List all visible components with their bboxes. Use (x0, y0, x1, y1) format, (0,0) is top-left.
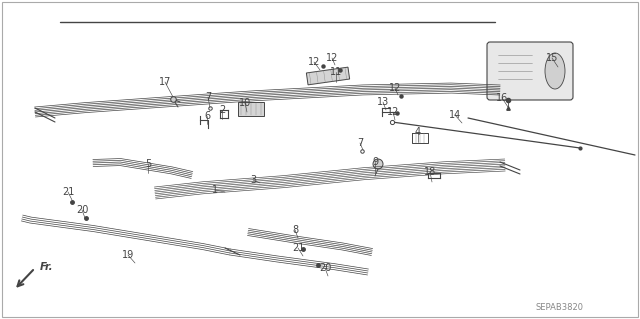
Text: 12: 12 (389, 83, 401, 93)
Text: 21: 21 (292, 243, 304, 253)
Text: 2: 2 (219, 105, 225, 115)
Text: 16: 16 (496, 93, 508, 103)
Text: SEPAB3820: SEPAB3820 (536, 303, 584, 313)
Text: 20: 20 (319, 263, 331, 273)
Text: 5: 5 (145, 159, 151, 169)
Text: 9: 9 (372, 157, 378, 167)
Text: 8: 8 (292, 225, 298, 235)
Text: 12: 12 (326, 53, 338, 63)
Text: Fr.: Fr. (40, 262, 54, 272)
Text: 4: 4 (415, 127, 421, 137)
Text: 15: 15 (546, 53, 558, 63)
Text: 6: 6 (204, 111, 210, 121)
Text: 19: 19 (122, 250, 134, 260)
Text: 1: 1 (212, 185, 218, 195)
Text: 18: 18 (424, 167, 436, 177)
Circle shape (373, 159, 383, 169)
Text: 7: 7 (205, 92, 211, 102)
Text: 11: 11 (330, 67, 342, 77)
Text: 20: 20 (76, 205, 88, 215)
FancyBboxPatch shape (487, 42, 573, 100)
Bar (238, 102, 264, 116)
Text: 17: 17 (159, 77, 171, 87)
Text: 12: 12 (308, 57, 320, 67)
Text: 10: 10 (239, 98, 251, 108)
Text: 21: 21 (62, 187, 74, 197)
Text: 14: 14 (449, 110, 461, 120)
Text: 12: 12 (387, 107, 399, 117)
Bar (307, 67, 349, 85)
Ellipse shape (545, 53, 565, 89)
Text: 13: 13 (377, 97, 389, 107)
Text: 3: 3 (250, 175, 256, 185)
Text: 7: 7 (357, 138, 363, 148)
